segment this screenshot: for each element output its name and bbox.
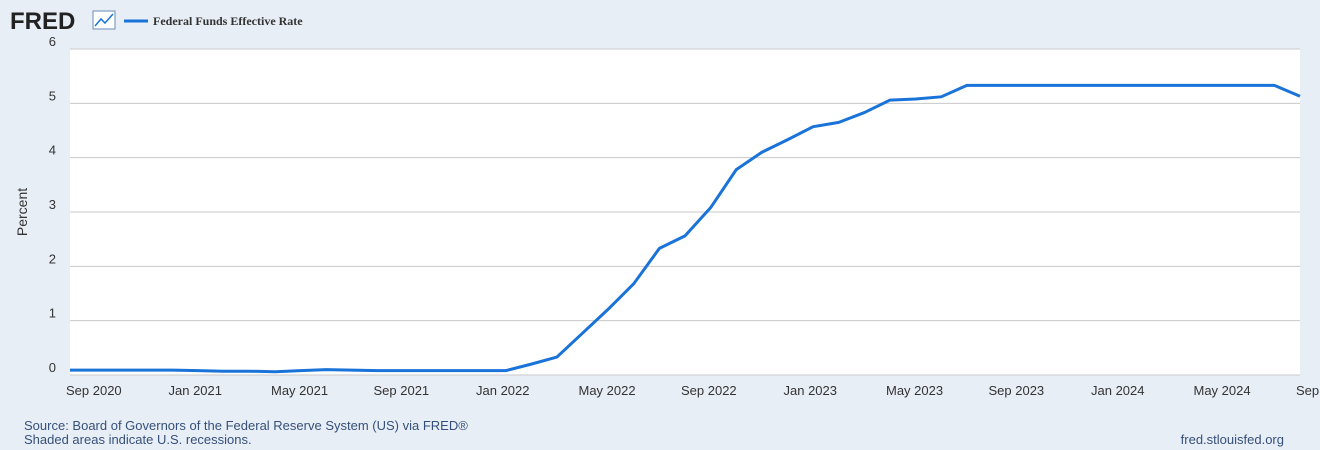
x-tick-label: May 2022 [579,383,636,398]
note: Shaded areas indicate U.S. recessions. [24,432,252,447]
x-tick-label: May 2024 [1194,383,1251,398]
data-line [70,83,1301,374]
x-tick-label: Jan 2024 [1091,383,1145,398]
credit: fred.stlouisfed.org [1181,432,1284,447]
y-tick-label: 6 [49,34,56,49]
y-axis-label: Percent [14,188,30,236]
legend-label: Federal Funds Effective Rate [153,14,303,28]
y-tick-label: 4 [49,143,56,158]
logo-icon [92,10,116,30]
x-tick-label: Sep 2024 [1296,383,1320,398]
x-tick-label: Sep 2021 [374,383,430,398]
x-tick-label: Sep 2022 [681,383,737,398]
y-tick-label: 3 [49,197,56,212]
x-tick-label: Jan 2023 [784,383,838,398]
x-tick-label: Jan 2022 [476,383,530,398]
y-tick-label: 1 [49,306,56,321]
x-tick-label: Sep 2020 [66,383,122,398]
x-tick-label: May 2023 [886,383,943,398]
y-tick-label: 5 [49,88,56,103]
y-tick-label: 2 [49,251,56,266]
logo: FRED [10,8,75,35]
y-tick-label: 0 [49,360,56,375]
x-tick-label: Sep 2023 [989,383,1045,398]
x-tick-label: Jan 2021 [169,383,223,398]
source: Source: Board of Governors of the Federa… [24,418,468,433]
x-tick-label: May 2021 [271,383,328,398]
